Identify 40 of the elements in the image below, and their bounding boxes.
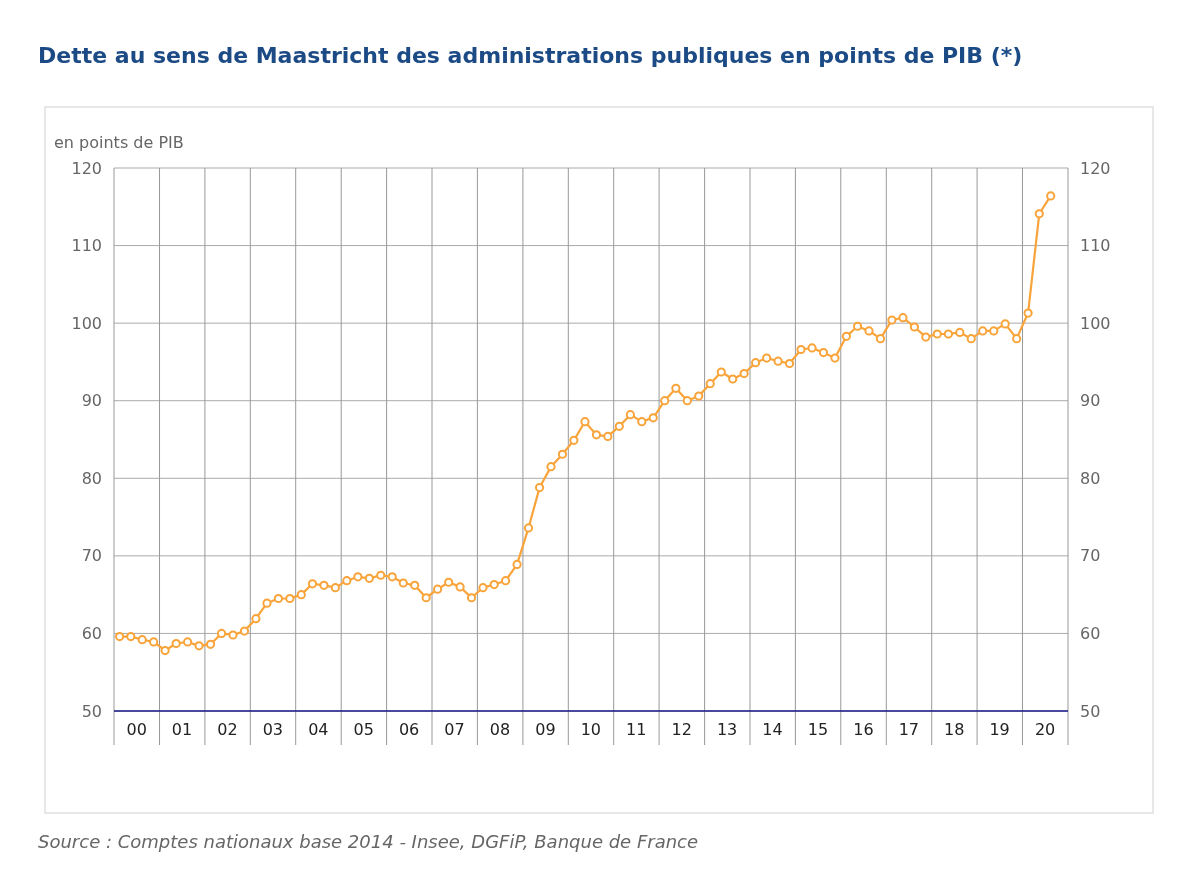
x-tick-label: 16 <box>853 720 874 739</box>
y-tick-label: 120 <box>71 158 102 178</box>
x-tick-label: 00 <box>126 720 147 739</box>
x-tick-label: 07 <box>444 720 465 739</box>
y-axis-title: en points de PIB <box>54 133 184 152</box>
x-tick-label: 10 <box>580 720 601 739</box>
y-tick-label: 50 <box>81 701 102 721</box>
y2-tick-label: 100 <box>1080 313 1111 333</box>
y2-tick-label: 50 <box>1080 701 1101 721</box>
x-tick-label: 05 <box>353 720 374 739</box>
y2-tick-label: 80 <box>1080 468 1101 488</box>
y2-tick-label: 120 <box>1080 158 1111 178</box>
x-tick-label: 06 <box>398 720 420 739</box>
source-note: Source : Comptes nationaux base 2014 - Insee, DGFiP, Banque de France <box>38 831 699 852</box>
x-tick-label: 08 <box>489 720 511 739</box>
y-tick-label: 90 <box>81 391 102 411</box>
x-tick-label: 04 <box>308 720 329 739</box>
x-tick-label: 19 <box>989 720 1010 739</box>
y-tick-label: 100 <box>71 313 102 333</box>
y-tick-label: 80 <box>81 468 102 488</box>
x-tick-label: 17 <box>898 720 919 739</box>
x-tick-label: 18 <box>944 720 965 739</box>
chart-title: Dette au sens de Maastricht des administrations publiques en points de PIB (*) <box>38 43 1023 68</box>
x-tick-label: 02 <box>217 720 238 739</box>
y2-tick-label: 110 <box>1080 236 1111 256</box>
x-tick-label: 03 <box>262 720 283 739</box>
y-tick-label: 110 <box>71 236 102 256</box>
y2-tick-label: 60 <box>1080 624 1101 644</box>
x-tick-label: 15 <box>807 720 829 739</box>
x-tick-label: 01 <box>171 720 193 739</box>
y2-tick-label: 90 <box>1080 391 1101 411</box>
y-tick-label: 60 <box>81 624 102 644</box>
x-tick-label: 20 <box>1034 720 1056 739</box>
x-tick-label: 13 <box>716 720 738 739</box>
x-tick-label: 12 <box>671 720 692 739</box>
y2-tick-label: 70 <box>1080 546 1101 566</box>
x-tick-label: 09 <box>535 720 556 739</box>
x-tick-label: 11 <box>626 720 647 739</box>
y-tick-label: 70 <box>81 546 102 566</box>
x-tick-label: 14 <box>762 720 783 739</box>
